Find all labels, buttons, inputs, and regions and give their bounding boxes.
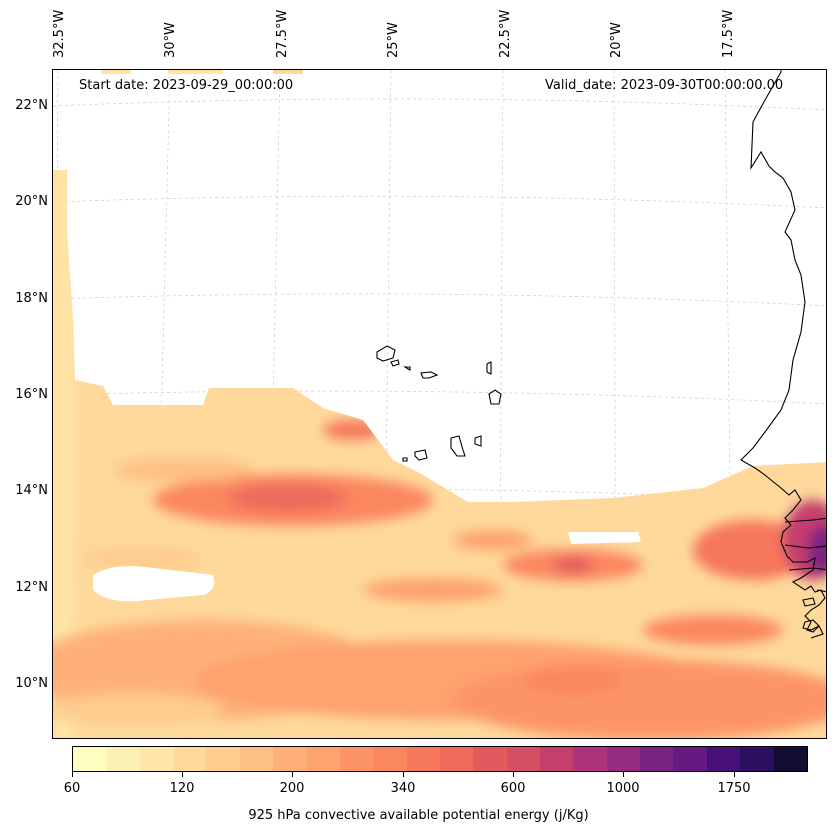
colorbar-segment xyxy=(273,747,307,771)
valid-date-label: Valid_date: 2023-09-30T00:00:00.00 xyxy=(545,78,784,93)
colorbar-segment xyxy=(406,747,440,771)
colorbar-tick-label: 120 xyxy=(169,781,195,796)
colorbar-segment xyxy=(173,747,207,771)
colorbar-segment xyxy=(573,747,607,771)
map-panel xyxy=(52,69,827,739)
colorbar-tick xyxy=(734,772,735,777)
lon-label: 25°W xyxy=(386,22,401,58)
colorbar-segment xyxy=(306,747,340,771)
lat-label: 12°N xyxy=(15,580,48,595)
lon-label: 20°W xyxy=(609,22,624,58)
lat-label: 18°N xyxy=(15,291,48,306)
lat-label: 10°N xyxy=(15,676,48,691)
colorbar-segment xyxy=(139,747,174,771)
colorbar-segment xyxy=(73,747,107,771)
colorbar-tick xyxy=(623,772,624,777)
lon-label: 22.5°W xyxy=(498,9,513,58)
colorbar-segment xyxy=(106,747,140,771)
colorbar-title: 925 hPa convective available potential e… xyxy=(248,808,589,823)
colorbar-segment xyxy=(640,747,674,771)
lat-label: 14°N xyxy=(15,483,48,498)
coastlines xyxy=(376,70,826,639)
colorbar xyxy=(72,746,808,772)
top-field-patches xyxy=(101,70,303,74)
colorbar-segment xyxy=(540,747,574,771)
start-date-label: Start date: 2023-09-29_00:00:00 xyxy=(79,78,294,93)
lon-label: 27.5°W xyxy=(275,9,290,58)
colorbar-tick xyxy=(513,772,514,777)
lon-label: 17.5°W xyxy=(721,9,736,58)
colorbar-tick xyxy=(72,772,73,777)
colorbar-segment xyxy=(439,747,474,771)
colorbar-tick-label: 200 xyxy=(279,781,305,796)
lon-label: 32.5°W xyxy=(52,9,67,58)
colorbar-segment xyxy=(373,747,407,771)
colorbar-tick-label: 1000 xyxy=(606,781,640,796)
colorbar-segment xyxy=(706,747,741,771)
cape-map xyxy=(53,70,826,738)
colorbar-segment xyxy=(506,747,541,771)
colorbar-segment xyxy=(206,747,240,771)
colorbar-tick xyxy=(182,772,183,777)
colorbar-segment xyxy=(239,747,274,771)
lat-label: 16°N xyxy=(15,387,48,402)
colorbar-tick-label: 600 xyxy=(500,781,526,796)
colorbar-segment xyxy=(473,747,507,771)
lat-label: 20°N xyxy=(15,194,48,209)
colorbar-tick-label: 340 xyxy=(390,781,416,796)
lon-label: 30°W xyxy=(163,22,178,58)
colorbar-tick-label: 60 xyxy=(63,781,81,796)
lat-label: 22°N xyxy=(15,98,48,113)
colorbar-tick xyxy=(292,772,293,777)
colorbar-segment xyxy=(740,747,774,771)
colorbar-tick-label: 1750 xyxy=(717,781,751,796)
colorbar-tick xyxy=(403,772,404,777)
colorbar-segment xyxy=(339,747,374,771)
cape-field xyxy=(53,170,826,738)
colorbar-segment xyxy=(673,747,707,771)
colorbar-segment xyxy=(773,747,807,771)
colorbar-segment xyxy=(606,747,641,771)
